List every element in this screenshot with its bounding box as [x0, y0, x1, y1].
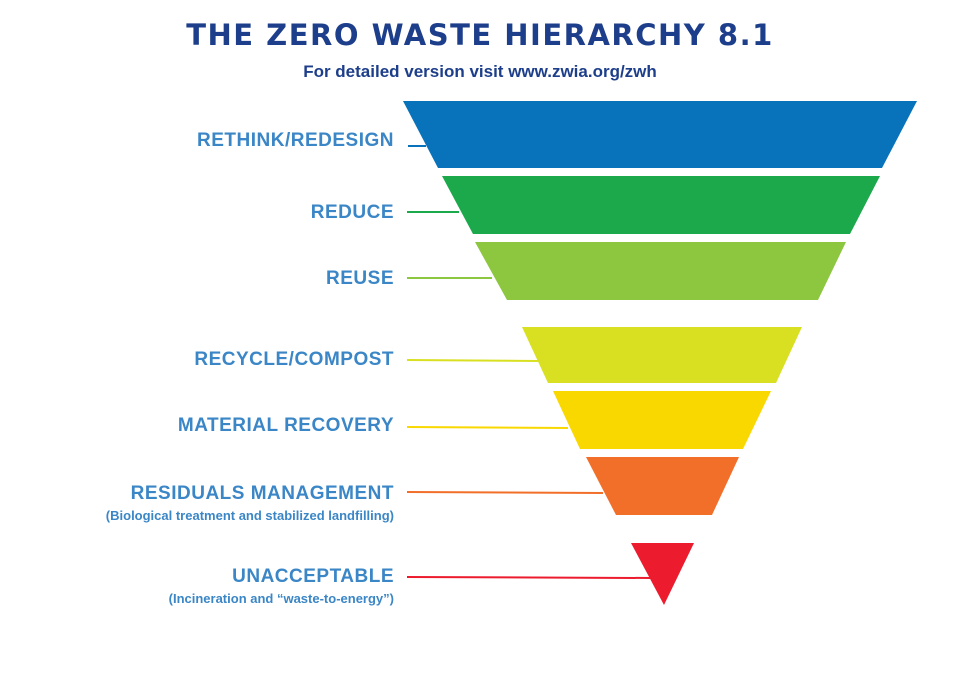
tier-label-unacceptable: UNACCEPTABLE — [232, 566, 394, 587]
diagram-subtitle: For detailed version visit www.zwia.org/… — [303, 62, 657, 81]
tier-note-unacceptable: (Incineration and “waste-to-energy”) — [168, 591, 394, 606]
tier-recycle-compost — [522, 327, 802, 383]
tier-material-recovery — [553, 391, 771, 449]
tier-label-residuals-management: RESIDUALS MANAGEMENT — [130, 483, 394, 504]
tier-rethink-redesign — [403, 101, 917, 168]
leader-line-unacceptable — [406, 576, 652, 579]
tier-label-reuse: REUSE — [326, 268, 394, 289]
tier-note-residuals-management: (Biological treatment and stabilized lan… — [105, 508, 394, 523]
tier-label-reduce: REDUCE — [310, 202, 394, 223]
diagram-title: THE ZERO WASTE HIERARCHY 8.1 — [186, 18, 774, 52]
leader-line-recycle-compost — [406, 359, 539, 362]
tier-residuals-management — [586, 457, 739, 515]
leader-line-residuals-management — [406, 491, 604, 494]
tier-label-rethink-redesign: RETHINK/REDESIGN — [197, 130, 394, 151]
tier-reuse — [475, 242, 846, 300]
tier-unacceptable — [631, 543, 694, 605]
tier-label-recycle-compost: RECYCLE/COMPOST — [194, 349, 394, 370]
tier-label-material-recovery: MATERIAL RECOVERY — [177, 415, 394, 436]
leader-line-material-recovery — [406, 426, 569, 429]
tier-reduce — [442, 176, 880, 234]
